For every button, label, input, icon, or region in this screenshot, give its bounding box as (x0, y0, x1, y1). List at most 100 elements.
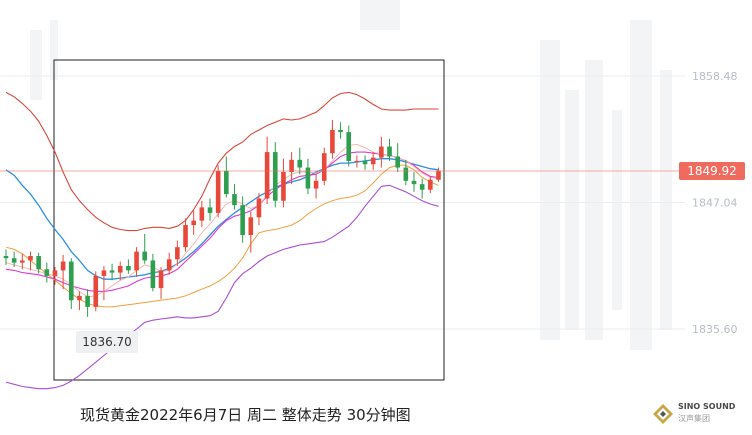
candle (215, 165, 221, 218)
candle (126, 259, 131, 274)
candle (93, 271, 99, 312)
highlight-box (53, 59, 445, 381)
brand-subtitle: 汉声集团 (678, 414, 710, 423)
candle (232, 184, 237, 210)
candle (68, 258, 74, 310)
series-line-3 (5, 151, 439, 292)
candle (411, 171, 417, 192)
candle-body (313, 180, 319, 189)
candle-body (150, 260, 156, 289)
candle (134, 247, 139, 278)
candle (354, 155, 360, 168)
candle (199, 200, 205, 228)
candle (150, 253, 156, 292)
candle-body (346, 132, 352, 161)
candle-body (379, 146, 384, 158)
candle (395, 143, 400, 172)
candle (166, 252, 172, 275)
candle (85, 289, 90, 317)
candle-body (134, 251, 139, 271)
candle-body (256, 198, 262, 218)
candle-body (199, 207, 205, 221)
candle (117, 261, 123, 281)
candle (346, 125, 352, 167)
candle (419, 178, 425, 199)
candle-body (395, 156, 400, 168)
y-axis: 1858.48 1847.04 1835.60 (692, 70, 738, 336)
candle (52, 267, 58, 285)
chart-caption: 现货黄金2022年6月7日 周二 整体走势 30分钟图 (80, 406, 411, 424)
candle (256, 192, 262, 226)
low-price-marker: 1836.70 (76, 331, 138, 353)
candle (60, 254, 66, 290)
candle-body (3, 256, 9, 259)
candle-body (403, 167, 409, 181)
series-line-1 (5, 158, 439, 280)
bg-building-5 (660, 70, 672, 330)
candle-body (264, 152, 270, 199)
bg-building-0 (540, 40, 560, 340)
candle-body (20, 260, 25, 263)
y-tick-label: 1858.48 (692, 70, 738, 83)
candle (379, 136, 384, 168)
bg-building-4 (630, 20, 652, 350)
candle (264, 136, 270, 205)
candle-body (354, 160, 360, 162)
candle-body (101, 270, 107, 276)
series-line-5 (5, 184, 439, 390)
candle (297, 147, 303, 175)
candle-body (387, 146, 392, 157)
candles (3, 120, 441, 317)
candle-body (52, 270, 58, 276)
candle (36, 252, 41, 274)
candle-body (272, 152, 278, 201)
candle-body (44, 269, 50, 276)
candle (403, 159, 409, 186)
candle (289, 152, 294, 185)
candle (207, 198, 213, 221)
candle-body (281, 171, 286, 201)
bg-building-1 (565, 90, 579, 330)
candle-body (36, 256, 41, 270)
candle-body (77, 295, 82, 301)
candle (338, 122, 343, 139)
candle-body (321, 153, 327, 181)
candle-body (370, 157, 376, 165)
y-tick-label: 1847.04 (692, 197, 738, 210)
candle (436, 167, 441, 182)
candle (142, 233, 148, 264)
candle (281, 158, 286, 208)
candle (101, 265, 107, 301)
candle (191, 210, 196, 236)
candle-body (207, 207, 213, 213)
candle-body (289, 159, 294, 172)
candle-body (117, 265, 123, 273)
candle (387, 138, 392, 161)
candle (77, 291, 82, 311)
candle-body (191, 220, 196, 226)
bg-building-3 (612, 110, 622, 310)
candle-body (338, 129, 343, 133)
candle (248, 211, 254, 253)
candle-body (362, 160, 368, 165)
candle (330, 120, 335, 159)
candle (158, 267, 164, 300)
candle-body (183, 225, 188, 248)
candle-body (305, 167, 311, 189)
candle-body (419, 184, 425, 190)
candle (370, 152, 376, 170)
brand-name: SINO SOUND (678, 402, 736, 411)
candle-body (248, 217, 254, 236)
candle-body (11, 258, 17, 263)
candle (428, 176, 433, 193)
series-line-4 (5, 143, 439, 298)
candle (362, 155, 368, 170)
candle (183, 218, 188, 252)
candle (175, 240, 180, 266)
candle (240, 196, 245, 243)
candle-body (109, 270, 115, 273)
candle-body (28, 256, 33, 261)
candle-body (224, 170, 229, 195)
